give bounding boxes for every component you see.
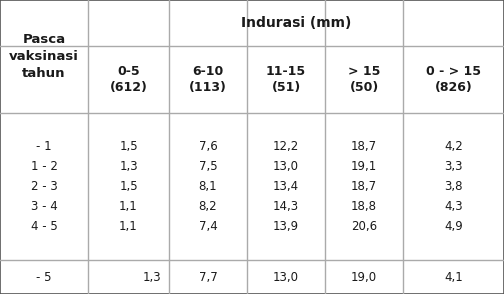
- Text: Indurasi (mm): Indurasi (mm): [241, 16, 351, 30]
- Text: 4 - 5: 4 - 5: [31, 220, 57, 233]
- Text: 1,3: 1,3: [119, 160, 138, 173]
- Text: 19,0: 19,0: [351, 270, 377, 284]
- Text: 1,5: 1,5: [119, 180, 138, 193]
- Text: - 5: - 5: [36, 270, 52, 284]
- Text: 4,1: 4,1: [444, 270, 463, 284]
- Text: 3,8: 3,8: [445, 180, 463, 193]
- Text: 13,0: 13,0: [273, 270, 299, 284]
- Text: 4,2: 4,2: [444, 140, 463, 153]
- Text: 1,3: 1,3: [143, 270, 161, 284]
- Text: 7,6: 7,6: [199, 140, 217, 153]
- Text: 1 - 2: 1 - 2: [31, 160, 57, 173]
- Text: 13,9: 13,9: [273, 220, 299, 233]
- Text: 8,2: 8,2: [199, 200, 217, 213]
- Text: 7,4: 7,4: [199, 220, 217, 233]
- Text: 19,1: 19,1: [351, 160, 377, 173]
- Text: Pasca
vaksinasi
tahun: Pasca vaksinasi tahun: [9, 33, 79, 80]
- Text: 1,5: 1,5: [119, 140, 138, 153]
- Text: 13,0: 13,0: [273, 160, 299, 173]
- Text: - 1: - 1: [36, 140, 52, 153]
- Text: 11-15
(51): 11-15 (51): [266, 65, 306, 94]
- Text: 7,7: 7,7: [199, 270, 217, 284]
- Text: 4,3: 4,3: [445, 200, 463, 213]
- Text: 0 - > 15
(826): 0 - > 15 (826): [426, 65, 481, 94]
- Text: > 15
(50): > 15 (50): [348, 65, 381, 94]
- Text: 8,1: 8,1: [199, 180, 217, 193]
- Text: 6-10
(113): 6-10 (113): [189, 65, 227, 94]
- Text: 3,3: 3,3: [445, 160, 463, 173]
- Text: 13,4: 13,4: [273, 180, 299, 193]
- Text: 7,5: 7,5: [199, 160, 217, 173]
- Text: 20,6: 20,6: [351, 220, 377, 233]
- Text: 14,3: 14,3: [273, 200, 299, 213]
- Text: 18,8: 18,8: [351, 200, 377, 213]
- Text: 1,1: 1,1: [119, 200, 138, 213]
- Text: 0-5
(612): 0-5 (612): [109, 65, 148, 94]
- Text: 1,1: 1,1: [119, 220, 138, 233]
- Text: 4,9: 4,9: [444, 220, 463, 233]
- Text: 3 - 4: 3 - 4: [31, 200, 57, 213]
- Text: 18,7: 18,7: [351, 180, 377, 193]
- Text: 2 - 3: 2 - 3: [31, 180, 57, 193]
- Text: 12,2: 12,2: [273, 140, 299, 153]
- Text: 18,7: 18,7: [351, 140, 377, 153]
